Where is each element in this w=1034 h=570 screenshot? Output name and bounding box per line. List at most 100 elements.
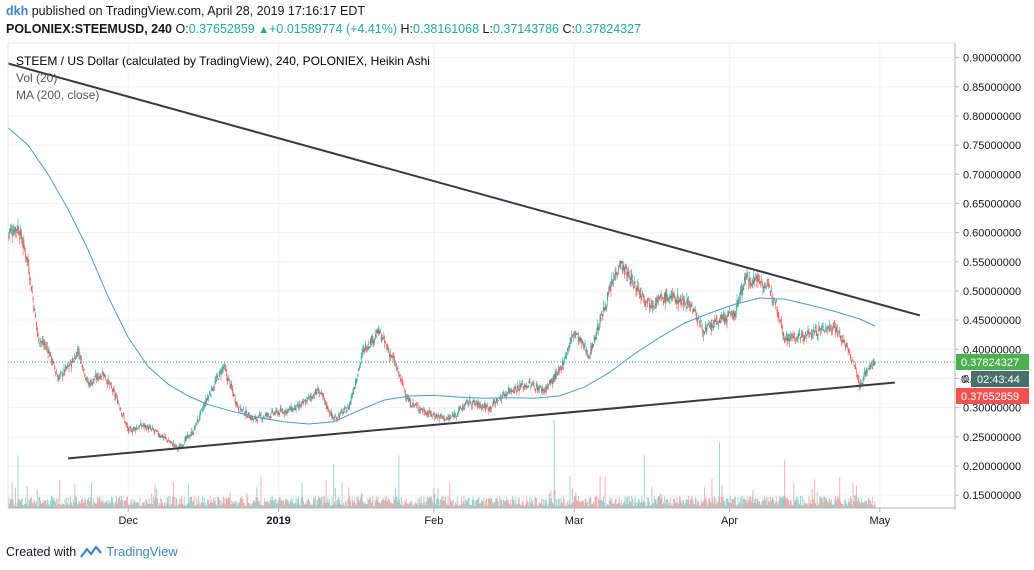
candle-body [232,393,234,397]
volume-bar [416,503,418,508]
candle-body [239,405,241,409]
candle-body [264,414,266,417]
volume-bar [220,505,222,508]
volume-bar [167,497,169,508]
candle-body [89,384,91,387]
candle-body [243,412,245,416]
volume-bar [290,497,292,508]
volume-bar [858,498,860,508]
candle-body [199,412,201,417]
trendlines[interactable] [7,62,921,460]
volume-bar [263,504,265,508]
candle-body [817,334,819,336]
price-chart[interactable]: 0.900000000.850000000.800000000.75000000… [0,0,1034,540]
candle-body [793,337,795,339]
volume-bar [283,500,285,508]
price-axis[interactable]: 0.900000000.850000000.800000000.75000000… [955,53,1029,503]
volume-bar [246,493,248,508]
candle-body [118,404,120,406]
candle-body [804,335,806,340]
time-axis[interactable]: Dec 2019 Feb Mar Apr May [118,508,891,527]
volume-bar [627,504,629,508]
volume-bar [76,504,78,508]
candle-body [498,396,500,398]
candle-body [800,335,802,338]
volume-bar [384,500,386,508]
candle-body [508,390,510,393]
legend-volume[interactable]: Vol (20) [16,71,57,85]
candle-body [157,432,159,436]
volume-bar [458,505,460,508]
candle-body [261,418,263,420]
volume-bar [319,499,321,508]
candle-body [473,400,475,403]
candle-body [395,365,397,367]
candle-body [156,431,158,432]
candle-body [125,422,127,424]
volume-bar [149,503,151,508]
candle-body [202,406,204,409]
candle-body [657,300,659,304]
candle-body [9,230,11,232]
candle-body [511,391,513,392]
candle-body [108,381,110,383]
candle-body [259,414,261,416]
volume-bar [818,504,820,508]
candle-body [98,377,100,378]
volume-bar [249,504,251,508]
volume-bar [344,506,346,508]
candle-body [399,378,401,381]
volume-bar [632,498,634,508]
candle-body [207,396,209,398]
candle-body [673,293,675,295]
candle-body [602,306,604,312]
ascending-support-line[interactable] [68,381,895,460]
candle-body [335,419,337,421]
publisher-username[interactable]: dkh [6,4,29,18]
candle-body [321,393,323,395]
volume-bar [500,499,502,508]
candle-body [456,413,458,416]
volume-bar [203,496,205,508]
volume-bar [852,483,854,508]
candle-body [663,300,665,304]
volume-bar [197,504,199,508]
candle-body [715,319,717,322]
volume-bar [23,504,25,508]
volume-bar [642,502,644,508]
candle-body [315,390,317,393]
candle-body [204,405,206,407]
candle-body [410,405,412,407]
legend-ma[interactable]: MA (200, close) [16,88,99,102]
volume-bar [621,500,623,508]
volume-bar [191,496,193,508]
candle-body [572,335,574,337]
volume-bar [827,503,829,508]
candle-body [656,298,658,302]
candle-body [725,316,727,319]
volume-bar [162,505,164,508]
volume-bar [751,496,753,508]
volume-bar [838,498,840,508]
candle-body [620,261,622,264]
candle-body [23,241,25,244]
volume-bar [600,500,602,508]
candle-body [455,414,457,416]
volume-bar [45,500,47,508]
candle-body [653,306,655,308]
candle-body [607,292,609,295]
volume-bar [709,501,711,508]
volume-bar [227,497,229,508]
volume-bar [30,498,32,508]
tradingview-brand[interactable]: TradingView [106,544,178,559]
candle-body [462,406,464,408]
candle-body [188,435,190,438]
volume-bar [456,496,458,508]
volume-bar [301,482,303,508]
candle-body [278,412,280,415]
volume-bar [126,496,128,508]
candle-body [867,368,869,370]
candle-body [771,295,773,299]
candle-body [445,419,447,421]
descending-resistance-line[interactable] [7,62,921,317]
